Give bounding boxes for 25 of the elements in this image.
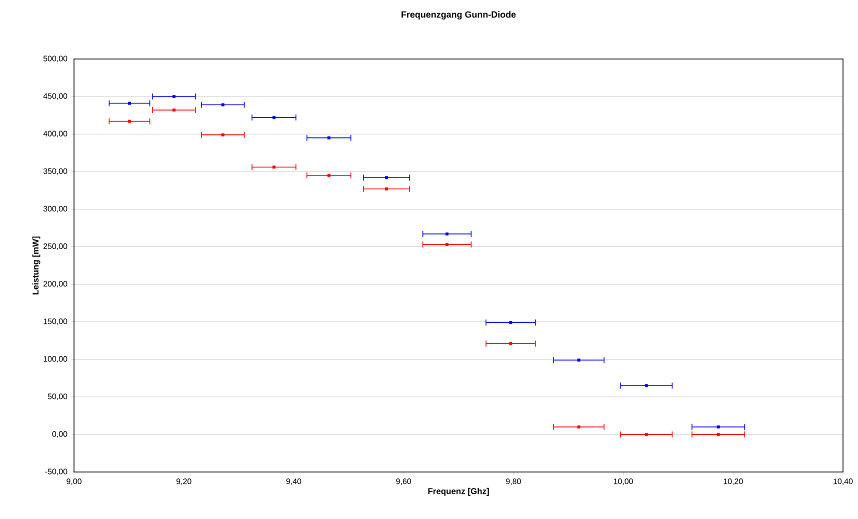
point bbox=[577, 358, 580, 362]
point bbox=[221, 133, 224, 136]
point bbox=[272, 166, 276, 169]
point bbox=[644, 432, 648, 436]
point bbox=[221, 103, 224, 106]
point bbox=[327, 174, 330, 177]
chart-title: Frequenzgang Gunn-Diode bbox=[402, 11, 516, 20]
point bbox=[445, 242, 448, 246]
point bbox=[272, 116, 276, 120]
point bbox=[327, 136, 330, 140]
point bbox=[385, 187, 388, 190]
y-axis-title: Leistung [mW] bbox=[32, 236, 40, 294]
x-axis-title: Frequenz [Ghz] bbox=[428, 488, 489, 496]
point bbox=[577, 425, 580, 428]
point bbox=[644, 384, 648, 388]
point bbox=[716, 432, 720, 436]
point bbox=[716, 425, 720, 428]
point bbox=[128, 102, 131, 105]
point bbox=[172, 95, 176, 98]
point bbox=[172, 108, 176, 112]
point bbox=[509, 321, 512, 324]
point bbox=[509, 342, 512, 346]
point bbox=[128, 120, 131, 123]
point bbox=[445, 232, 448, 236]
point bbox=[385, 176, 388, 180]
